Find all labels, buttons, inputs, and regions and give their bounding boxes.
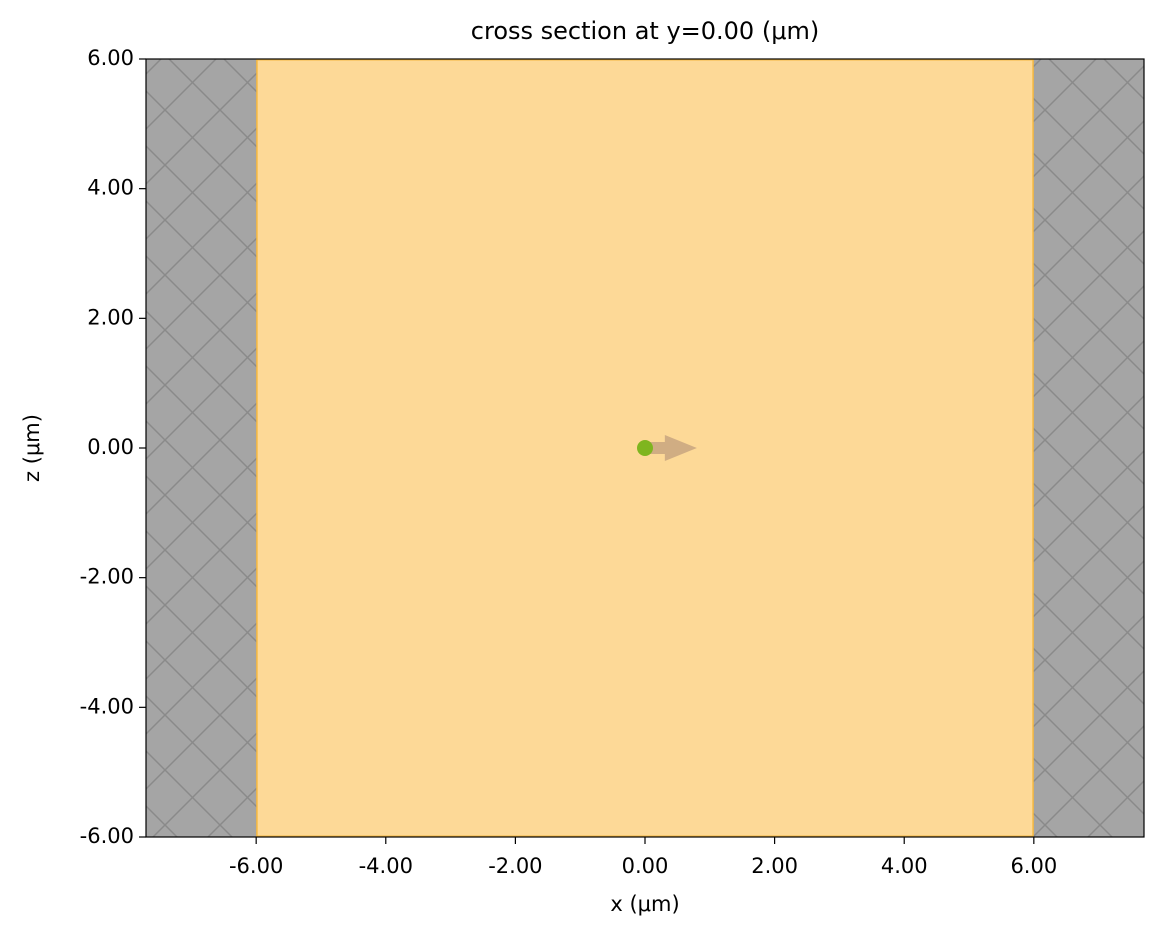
chart-title: cross section at y=0.00 (μm) (471, 17, 819, 45)
pml-hatch (1033, 59, 1144, 837)
x-tick-label: 6.00 (1010, 854, 1057, 878)
y-tick-label: 2.00 (87, 305, 134, 329)
direction-arrow (645, 435, 697, 461)
y-axis-label: z (μm) (20, 414, 44, 482)
x-tick-label: -4.00 (359, 854, 413, 878)
x-tick-label: 4.00 (881, 854, 928, 878)
x-tick-label: 0.00 (622, 854, 669, 878)
y-tick-label: -6.00 (80, 824, 134, 848)
x-tick-label: -6.00 (229, 854, 283, 878)
y-tick-label: -2.00 (80, 565, 134, 589)
y-tick-label: 4.00 (87, 176, 134, 200)
y-tick-label: 6.00 (87, 46, 134, 70)
source (637, 440, 653, 456)
plot-area (146, 59, 1144, 837)
y-tick-label: -4.00 (80, 694, 134, 718)
x-tick-label: -2.00 (488, 854, 542, 878)
x-tick-label: 2.00 (751, 854, 798, 878)
pml-hatch (146, 59, 257, 837)
y-tick-label: 0.00 (87, 435, 134, 459)
x-axis-label: x (μm) (610, 892, 679, 916)
